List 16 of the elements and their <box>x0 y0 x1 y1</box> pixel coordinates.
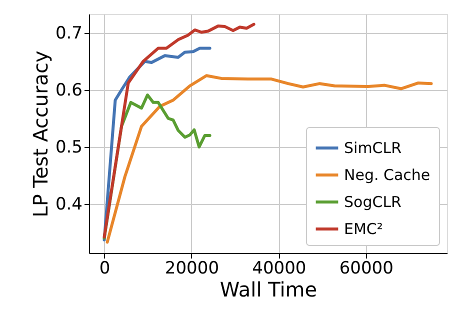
x-tick-label: 60000 <box>339 258 394 278</box>
y-tick-label: 0.5 <box>55 137 82 158</box>
x-tick-label: 20000 <box>164 258 220 278</box>
legend-label: SogCLR <box>344 193 402 211</box>
legend-label: Neg. Cache <box>344 166 430 184</box>
y-axis-title: LP Test Accuracy <box>28 50 52 218</box>
line-series <box>102 22 256 239</box>
legend-label: SimCLR <box>344 139 402 157</box>
x-tick-label: 0 <box>99 258 110 278</box>
x-tick-label: 40000 <box>252 258 306 278</box>
x-axis-title: Wall Time <box>220 278 318 302</box>
y-tick-label: 0.7 <box>55 23 82 44</box>
y-tick-label: 0.4 <box>55 194 82 214</box>
line-series <box>106 74 433 244</box>
y-tick-label: 0.6 <box>55 80 82 100</box>
legend-label: EMC² <box>344 220 383 238</box>
